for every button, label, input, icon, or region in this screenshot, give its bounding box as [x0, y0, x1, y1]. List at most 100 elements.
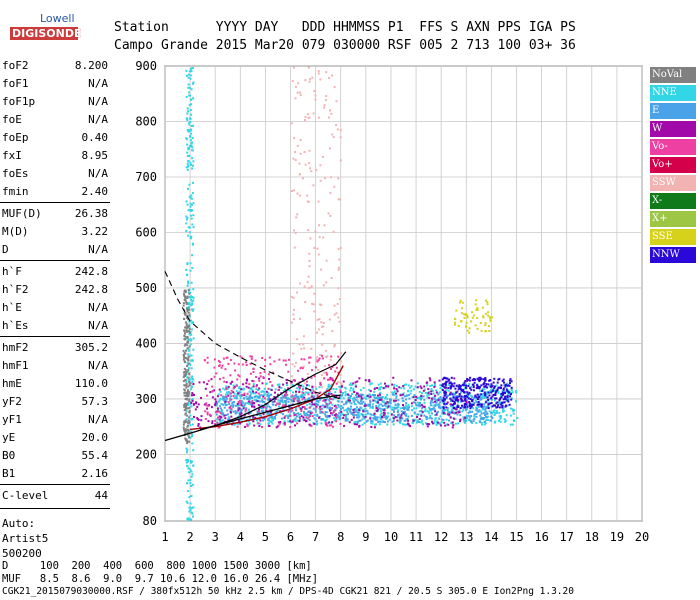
echo-point	[218, 415, 221, 418]
echo-point	[487, 383, 490, 386]
echo-point	[250, 401, 253, 404]
echo-point	[422, 395, 425, 398]
echo-point	[449, 391, 452, 394]
echo-point	[325, 415, 328, 418]
echo-point	[487, 407, 490, 410]
echo-point	[188, 328, 191, 331]
echo-point	[188, 183, 191, 186]
echo-point	[342, 392, 345, 395]
echo-point	[438, 417, 441, 420]
echo-point	[488, 385, 491, 387]
echo-point	[329, 378, 332, 381]
echo-point	[487, 391, 490, 394]
echo-point	[183, 344, 186, 347]
echo-point	[363, 410, 366, 413]
echo-point	[291, 400, 293, 403]
param-value: N/A	[88, 243, 108, 256]
echo-point	[453, 400, 456, 403]
echo-point	[190, 367, 193, 370]
param-value: N/A	[88, 95, 108, 108]
echo-point	[186, 330, 189, 333]
echo-point	[224, 400, 227, 403]
echo-point	[187, 306, 190, 309]
echo-point	[476, 306, 479, 309]
echo-point	[189, 237, 192, 240]
echo-point	[461, 406, 464, 409]
echo-point	[237, 374, 240, 377]
echo-point	[462, 417, 465, 420]
echo-point	[320, 422, 323, 425]
echo-point	[270, 420, 273, 423]
echo-point	[397, 406, 400, 409]
param-label: foEs	[2, 167, 29, 180]
echo-point	[434, 394, 437, 397]
echo-point	[189, 378, 192, 381]
echo-point	[502, 378, 505, 381]
echo-point	[294, 424, 296, 427]
echo-point	[322, 284, 325, 287]
echo-point	[304, 163, 307, 166]
echo-point	[191, 483, 194, 486]
echo-point	[183, 334, 186, 337]
echo-point	[182, 304, 185, 307]
echo-point	[269, 411, 272, 414]
echo-point	[334, 391, 337, 394]
echo-point	[339, 422, 342, 425]
footer-distance-row: D 100 200 400 600 800 1000 1500 3000 [km…	[2, 560, 312, 572]
echo-point	[293, 379, 296, 382]
echo-point	[387, 412, 390, 415]
echo-point	[260, 394, 263, 396]
echo-point	[292, 313, 295, 316]
echo-point	[445, 402, 448, 405]
echo-point	[444, 412, 447, 415]
echo-point	[255, 388, 258, 391]
echo-point	[206, 361, 209, 364]
echo-point	[308, 402, 311, 405]
echo-point	[188, 226, 191, 229]
echo-point	[245, 408, 248, 411]
echo-point	[474, 324, 477, 327]
echo-point	[224, 417, 227, 420]
echo-point	[299, 282, 302, 285]
echo-point	[238, 387, 240, 390]
echo-point	[192, 82, 194, 85]
echo-point	[229, 359, 232, 361]
echo-point	[280, 397, 283, 399]
echo-point	[187, 110, 190, 113]
echo-point	[408, 397, 411, 400]
echo-point	[314, 392, 317, 395]
echo-point	[436, 422, 439, 425]
echo-point	[267, 419, 270, 422]
echo-point	[419, 396, 422, 399]
echo-point	[298, 173, 301, 176]
param-label: foF2	[2, 59, 29, 72]
echo-point	[506, 382, 509, 385]
echo-point	[236, 384, 238, 387]
echo-point	[371, 394, 374, 396]
echo-point	[434, 410, 437, 413]
echo-point	[407, 423, 410, 426]
echo-point	[306, 414, 309, 417]
echo-point	[216, 422, 219, 425]
echo-point	[311, 388, 314, 391]
echo-point	[360, 413, 363, 415]
echo-point	[451, 404, 454, 407]
echo-point	[283, 420, 286, 423]
echo-point	[269, 363, 272, 366]
echo-point	[395, 397, 398, 400]
echo-point	[449, 397, 452, 400]
echo-point	[185, 380, 188, 383]
echo-point	[480, 393, 483, 396]
echo-point	[306, 380, 308, 383]
echo-point	[325, 259, 328, 262]
echo-point	[273, 396, 276, 398]
echo-point	[441, 410, 444, 413]
echo-point	[458, 393, 461, 395]
echo-point	[188, 506, 191, 509]
echo-point	[189, 118, 192, 121]
digisonde-logo: Lowell DIGISONDE DIGISONDE	[4, 10, 94, 46]
echo-point	[217, 426, 220, 429]
echo-point	[191, 157, 194, 160]
y-tick-label: 700	[135, 170, 157, 184]
echo-point	[484, 392, 487, 395]
